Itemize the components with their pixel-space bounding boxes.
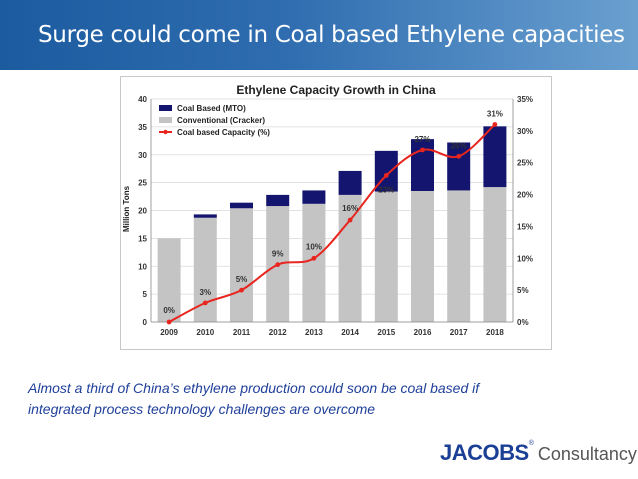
- y-tick-label: 30: [138, 151, 147, 160]
- registered-mark: ®: [528, 440, 534, 447]
- legend-swatch-coal: [159, 105, 172, 111]
- coal-share-line: [168, 123, 496, 323]
- bar-conventional: [230, 208, 253, 322]
- bar-conventional: [374, 191, 398, 322]
- logo-brand: JACOBS: [440, 440, 529, 465]
- legend-label-share: Coal based Capacity (%): [177, 128, 270, 137]
- x-tick-label: 2010: [196, 328, 214, 337]
- y-tick-label: 20: [138, 207, 147, 216]
- data-label: 9%: [272, 250, 284, 259]
- data-label: 16%: [342, 204, 358, 213]
- y-tick-label: 5: [143, 290, 148, 299]
- x-tick-label: 2018: [486, 328, 504, 337]
- bar-conventional: [157, 238, 181, 322]
- jacobs-logo: JACOBS®Consultancy: [440, 440, 637, 466]
- y2-tick-label: 15%: [517, 222, 533, 231]
- bar-coal-based: [483, 126, 507, 188]
- data-label: 26%: [451, 141, 467, 150]
- x-tick-label: 2015: [377, 328, 395, 337]
- legend-label-conventional: Conventional (Cracker): [177, 116, 265, 125]
- bar-coal-based: [447, 142, 471, 191]
- bar-coal-based: [302, 190, 326, 204]
- bar-conventional: [193, 217, 217, 322]
- x-tick-label: 2017: [450, 328, 468, 337]
- x-tick-label: 2014: [341, 328, 359, 337]
- coal-share-point: [275, 262, 281, 268]
- bar-coal-based: [266, 194, 290, 207]
- x-tick-label: 2009: [160, 328, 178, 337]
- data-label: 31%: [487, 109, 503, 118]
- y-axis-label: Million Tons: [122, 185, 131, 232]
- caption-line-2: integrated process technology challenges…: [28, 401, 376, 417]
- caption: Almost a third of China’s ethylene produ…: [28, 378, 588, 420]
- data-label: 23%: [378, 185, 394, 194]
- y2-tick-label: 35%: [517, 95, 533, 104]
- chart-panel: Ethylene Capacity Growth in China Millio…: [120, 76, 552, 350]
- bar-coal-based: [338, 170, 362, 195]
- coal-share-point: [420, 147, 425, 153]
- y2-tick-label: 25%: [517, 159, 533, 168]
- bar-coal-based: [411, 139, 434, 191]
- data-label: 3%: [200, 288, 212, 297]
- coal-share-point: [311, 255, 317, 261]
- legend-line-marker: [163, 129, 168, 135]
- y2-tick-label: 30%: [517, 127, 533, 136]
- y-tick-label: 0: [143, 318, 148, 327]
- y-tick-label: 15: [138, 234, 147, 243]
- capacity-chart: Ethylene Capacity Growth in China Millio…: [122, 83, 533, 337]
- coal-share-point: [202, 300, 208, 306]
- x-tick-label: 2013: [305, 328, 323, 337]
- bar-conventional: [411, 190, 434, 322]
- chart-title: Ethylene Capacity Growth in China: [236, 83, 436, 97]
- bar-conventional: [447, 190, 471, 322]
- y-tick-label: 40: [138, 95, 147, 104]
- y2-tick-label: 20%: [517, 191, 533, 200]
- x-tick-label: 2012: [269, 328, 287, 337]
- title-bar: Surge could come in Coal based Ethylene …: [0, 0, 638, 70]
- coal-share-point: [347, 217, 353, 223]
- y-tick-label: 25: [138, 179, 147, 188]
- bar-conventional: [302, 203, 326, 322]
- legend-swatch-conventional: [159, 117, 172, 123]
- bar-coal-based: [230, 202, 253, 209]
- bar-conventional: [483, 187, 507, 322]
- bar-conventional: [338, 194, 362, 322]
- y2-tick-label: 5%: [517, 286, 529, 295]
- y2-tick-label: 0%: [517, 318, 529, 327]
- data-label: 27%: [414, 135, 430, 144]
- caption-line-1: Almost a third of China’s ethylene produ…: [28, 380, 480, 396]
- coal-share-point: [239, 287, 244, 293]
- x-tick-label: 2011: [233, 328, 251, 337]
- y2-tick-label: 10%: [517, 254, 533, 263]
- data-label: 0%: [163, 306, 175, 315]
- x-tick-label: 2016: [414, 328, 432, 337]
- data-label: 10%: [306, 242, 322, 251]
- coal-share-point: [492, 122, 498, 127]
- y-tick-label: 10: [138, 262, 147, 271]
- bar-coal-based: [193, 214, 217, 218]
- slide-title: Surge could come in Coal based Ethylene …: [38, 22, 625, 48]
- legend-label-coal: Coal Based (MTO): [177, 104, 246, 113]
- logo-suffix: Consultancy: [537, 444, 637, 464]
- coal-share-point: [456, 153, 462, 159]
- coal-share-point: [166, 319, 172, 325]
- coal-share-point: [383, 173, 389, 178]
- y-tick-label: 35: [138, 123, 147, 132]
- data-label: 5%: [236, 275, 248, 284]
